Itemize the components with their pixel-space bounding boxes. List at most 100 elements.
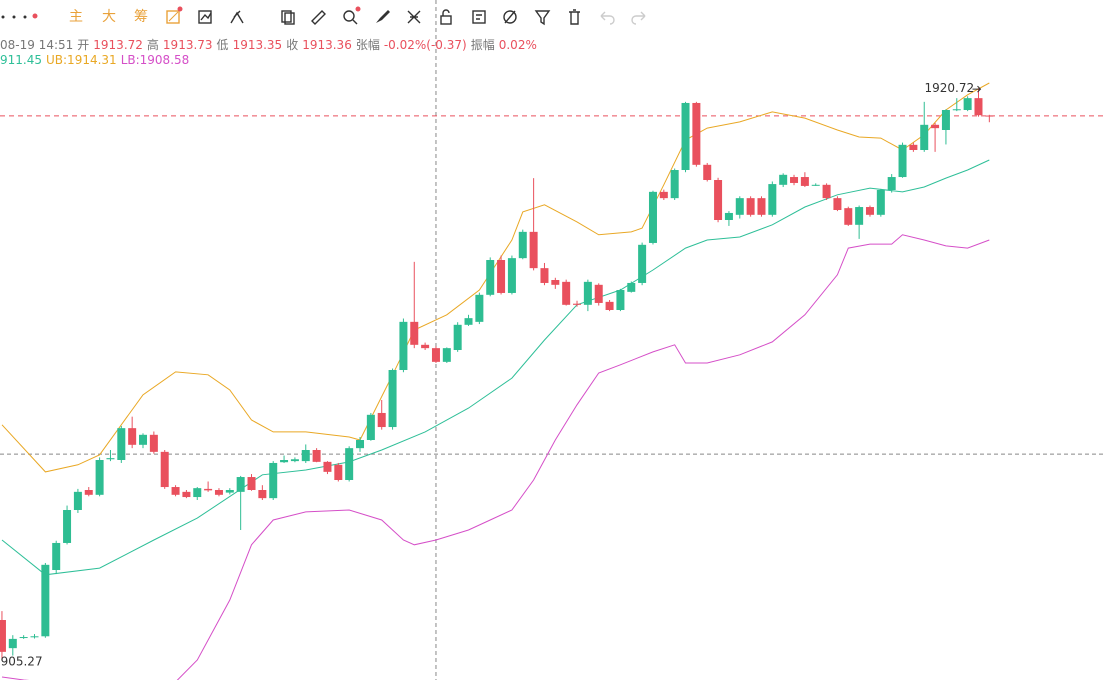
candle-body — [757, 198, 766, 215]
candle-body — [703, 164, 712, 180]
candle-body — [638, 244, 647, 283]
candle-body — [573, 303, 582, 305]
candle-body — [204, 488, 213, 491]
candle-body — [887, 177, 896, 190]
candle-body — [681, 102, 690, 170]
candle-body — [865, 207, 874, 215]
candle-body — [746, 198, 755, 215]
ruler-icon[interactable] — [311, 10, 326, 25]
edit-icon[interactable] — [166, 6, 183, 24]
candle-body — [301, 450, 310, 462]
candle-body — [269, 462, 278, 499]
more-button[interactable] — [1, 13, 38, 19]
candle-body — [247, 477, 256, 490]
header-label: 张幅 — [355, 38, 380, 52]
time: 08-19 14:51 — [0, 38, 74, 52]
legend-entry: 911.45 — [0, 53, 42, 67]
undo-icon[interactable] — [600, 11, 615, 25]
candle-body — [19, 637, 28, 639]
zoom-icon[interactable] — [343, 6, 361, 25]
candle-body — [464, 318, 473, 325]
candle-body — [149, 434, 158, 452]
candle-body — [724, 212, 733, 220]
candle-body — [84, 490, 93, 495]
header-label: 开 — [77, 38, 90, 52]
candle-body — [431, 348, 440, 362]
candle-body — [941, 110, 950, 130]
legend-entry: LB:1908.58 — [120, 53, 190, 67]
header-value: 1913.72 — [93, 38, 143, 52]
candle-body — [670, 170, 679, 199]
candle-body — [833, 198, 842, 210]
candle-body — [399, 321, 408, 370]
delete-icon[interactable] — [569, 9, 580, 25]
candle-body — [128, 428, 137, 445]
candle-body — [876, 190, 885, 215]
candle-body — [540, 268, 549, 283]
candle-body — [41, 564, 50, 637]
candle-body — [605, 301, 614, 310]
candle-body — [388, 370, 397, 428]
candle-body — [497, 260, 506, 293]
redo-icon[interactable] — [631, 11, 646, 25]
filter-icon[interactable] — [534, 10, 551, 26]
header-label: 振幅 — [470, 38, 495, 52]
candle-body — [714, 180, 723, 220]
candle-body — [507, 258, 516, 293]
candle-body — [551, 280, 560, 285]
candle-body — [63, 510, 72, 543]
candle-body — [735, 198, 744, 215]
candle-body — [193, 488, 202, 498]
draw-icon[interactable] — [230, 10, 244, 24]
candle-body — [920, 124, 929, 150]
candle-body — [616, 290, 625, 310]
candle-body — [225, 490, 234, 493]
candle-body — [8, 638, 17, 649]
candle-body — [290, 459, 299, 462]
candle-body — [453, 324, 462, 350]
candle-body — [692, 102, 701, 165]
low-label: 1905.27 — [0, 654, 43, 668]
candle-body — [562, 281, 571, 305]
candle-body — [822, 184, 831, 199]
header-label: 高 — [146, 38, 159, 52]
candle-body — [214, 490, 223, 495]
candle-body — [659, 191, 668, 199]
hide-icon[interactable] — [503, 10, 517, 24]
header-value: -0.02%(-0.37) — [383, 38, 467, 52]
candle-body — [160, 451, 169, 488]
brush-icon[interactable] — [376, 10, 390, 23]
high-arrow — [972, 85, 982, 93]
candle-body — [73, 491, 82, 510]
candle-body — [182, 491, 191, 498]
header-value: 1913.36 — [302, 38, 352, 52]
candle-body — [475, 294, 484, 322]
band-line — [1, 159, 990, 576]
candle-body — [931, 124, 940, 129]
header-value: 0.02% — [498, 38, 537, 52]
candle-body — [648, 191, 657, 243]
candle-body — [583, 281, 592, 305]
lock-icon[interactable] — [440, 9, 452, 25]
candle-body — [963, 98, 972, 110]
big-button[interactable]: 大 — [102, 9, 116, 25]
candle-body — [790, 177, 799, 183]
ohlc-header: 08-19 14:51 开 1913.72 高 1913.73 低 1913.35 收 1913… — [0, 36, 541, 53]
candle-body — [594, 284, 603, 303]
main-button[interactable]: 主 — [69, 9, 83, 25]
note-icon[interactable] — [472, 10, 486, 24]
candle-body — [768, 184, 777, 215]
band-line — [1, 234, 990, 680]
candle-body — [345, 448, 354, 480]
chip-button[interactable]: 筹 — [134, 8, 148, 25]
candle-body — [52, 542, 61, 570]
candle-body — [0, 620, 6, 652]
magnet-icon[interactable] — [407, 10, 421, 24]
candle-body — [529, 231, 538, 269]
copy-icon[interactable] — [281, 10, 295, 25]
candle-body — [974, 98, 983, 116]
candle-body — [171, 487, 180, 495]
indicator-icon[interactable] — [198, 10, 212, 24]
toolbar: 主 大 筹 — [1, 6, 646, 26]
